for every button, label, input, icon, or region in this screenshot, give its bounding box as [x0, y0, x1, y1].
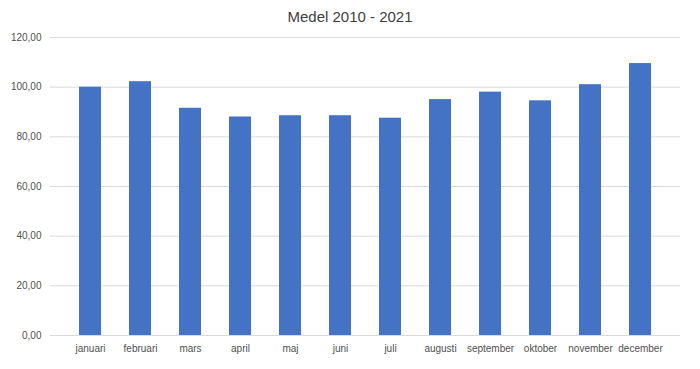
svg-text:november: november [568, 343, 613, 354]
svg-text:september: september [467, 343, 515, 354]
svg-text:100,00: 100,00 [11, 81, 42, 92]
svg-text:mars: mars [179, 343, 201, 354]
svg-text:maj: maj [282, 343, 298, 354]
svg-text:februari: februari [124, 343, 158, 354]
svg-text:0,00: 0,00 [22, 330, 42, 341]
svg-text:60,00: 60,00 [16, 181, 41, 192]
svg-text:juni: juni [332, 343, 349, 354]
svg-text:april: april [231, 343, 250, 354]
svg-text:80,00: 80,00 [16, 131, 41, 142]
svg-text:augusti: augusti [424, 343, 456, 354]
svg-text:20,00: 20,00 [16, 280, 41, 291]
svg-text:juli: juli [383, 343, 396, 354]
svg-text:december: december [618, 343, 663, 354]
html-text:Medel 2010 - 2021: Medel 2010 - 2021 [287, 8, 413, 25]
svg-text:januari: januari [74, 343, 105, 354]
svg-text:120,00: 120,00 [11, 32, 42, 43]
svg-text:40,00: 40,00 [16, 230, 41, 241]
svg-text:oktober: oktober [524, 343, 558, 354]
